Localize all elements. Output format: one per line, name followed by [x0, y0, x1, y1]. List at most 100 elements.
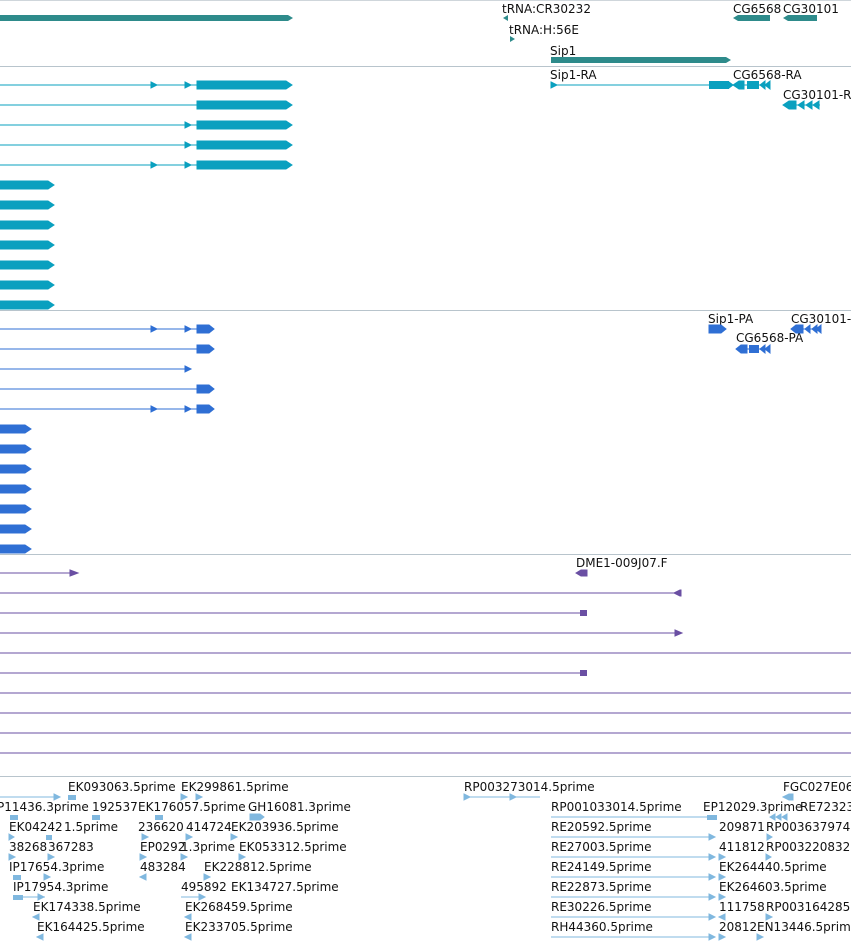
est-row[interactable]: [0, 569, 80, 577]
protein-sip1-pa[interactable]: [708, 324, 727, 334]
protein-short[interactable]: [0, 484, 32, 494]
mrna-label-cg30101-r[interactable]: CG30101-R: [783, 88, 851, 102]
cdna-label[interactable]: EK04242: [9, 820, 63, 834]
transcript-short[interactable]: [0, 280, 55, 290]
protein-row[interactable]: [0, 365, 193, 373]
cdna-label[interactable]: RE27003.5prime: [551, 840, 652, 854]
cdna-label[interactable]: 1.5prime: [64, 820, 119, 834]
cdna-label[interactable]: EK203936.5prime: [231, 820, 339, 834]
cdna-label[interactable]: 495892: [181, 880, 227, 894]
est-row[interactable]: [0, 610, 587, 616]
cdna-label[interactable]: EK176057.5prime: [138, 800, 246, 814]
gene-label-cg6568[interactable]: CG6568: [733, 2, 782, 16]
protein-features[interactable]: [0, 323, 822, 554]
protein-label-sip1-pa[interactable]: Sip1-PA: [708, 312, 754, 326]
protein-cg30101[interactable]: [790, 323, 822, 335]
cdna-label[interactable]: EK299861.5prime: [181, 780, 289, 794]
gene-label-cg30101[interactable]: CG30101: [783, 2, 839, 16]
mrna-features[interactable]: [0, 79, 820, 310]
cdna-label[interactable]: EK228812.5prime: [204, 860, 312, 874]
transcript-row[interactable]: [0, 160, 293, 170]
cdna-label[interactable]: RE72323: [800, 800, 851, 814]
cdna-label[interactable]: 192537: [92, 800, 138, 814]
protein-cg6568-pa[interactable]: [735, 343, 771, 355]
cdna-label[interactable]: RP001033014.5prime: [551, 800, 682, 814]
protein-short[interactable]: [0, 464, 32, 474]
est-label-dme1-009j07f[interactable]: DME1-009J07.F: [576, 556, 668, 570]
protein-short[interactable]: [0, 524, 32, 534]
gene-label-sip1[interactable]: Sip1: [550, 44, 577, 58]
gene-label-trna-h56e[interactable]: tRNA:H:56E: [509, 23, 579, 37]
transcript-short[interactable]: [0, 200, 55, 210]
protein-label-cg6568-pa[interactable]: CG6568-PA: [736, 331, 804, 345]
cdna-label[interactable]: FGC027E06: [783, 780, 851, 794]
gene-feature-cg30101[interactable]: [783, 15, 817, 21]
est-row[interactable]: [0, 629, 684, 637]
est-features[interactable]: [0, 569, 851, 754]
cdna-label[interactable]: 209871: [719, 820, 765, 834]
cdna-label[interactable]: RE24149.5prime: [551, 860, 652, 874]
cdna-label[interactable]: 20812: [719, 920, 758, 934]
protein-short[interactable]: [0, 424, 32, 434]
cdna-label[interactable]: EK093063.5prime: [68, 780, 176, 794]
cdna-label[interactable]: 236620: [138, 820, 184, 834]
cdna-label[interactable]: 483284: [140, 860, 186, 874]
cdna-label[interactable]: 367283: [48, 840, 94, 854]
est-row[interactable]: [0, 589, 682, 597]
cdna-label[interactable]: P11436.3prime: [0, 800, 89, 814]
gene-feature-trna-h56e[interactable]: [510, 36, 515, 42]
cdna-label[interactable]: EK174338.5prime: [33, 900, 141, 914]
transcript-row[interactable]: [0, 140, 293, 150]
protein-row[interactable]: [0, 344, 215, 354]
cdna-label[interactable]: 414724: [186, 820, 232, 834]
cdna-label[interactable]: GH16081.3prime: [248, 800, 351, 814]
cdna-label[interactable]: EK264603.5prime: [719, 880, 827, 894]
cdna-label[interactable]: EP0292: [140, 840, 186, 854]
gene-feature-trna-cr30232[interactable]: [503, 15, 508, 21]
cdna-label[interactable]: EK164425.5prime: [37, 920, 145, 934]
transcript-row[interactable]: [0, 100, 293, 110]
protein-row[interactable]: [0, 324, 215, 334]
cdna-label[interactable]: EK264440.5prime: [719, 860, 827, 874]
cdna-label[interactable]: 411812: [719, 840, 765, 854]
cdna-label[interactable]: RP003220832: [766, 840, 851, 854]
transcript-short[interactable]: [0, 180, 55, 190]
cdna-features[interactable]: [0, 793, 794, 941]
est-row[interactable]: [0, 670, 587, 676]
cdna-label[interactable]: RH44360.5prime: [551, 920, 653, 934]
transcript-cg30101-r[interactable]: [782, 100, 820, 110]
protein-short[interactable]: [0, 544, 32, 554]
cdna-label[interactable]: 1.3prime: [181, 840, 236, 854]
protein-short[interactable]: [0, 444, 32, 454]
transcript-short[interactable]: [0, 300, 55, 310]
est-dme1-009j07f[interactable]: [575, 569, 588, 577]
mrna-label-cg6568-ra[interactable]: CG6568-RA: [733, 68, 802, 82]
gene-feature-cg6568[interactable]: [733, 15, 770, 21]
gene-features[interactable]: [0, 15, 817, 63]
protein-label-cg30101[interactable]: CG30101-: [791, 312, 851, 326]
cdna-label[interactable]: RP003273014.5prime: [464, 780, 595, 794]
transcript-short[interactable]: [0, 220, 55, 230]
transcript-cg6568-ra[interactable]: [732, 79, 771, 91]
cdna-label[interactable]: EK268459.5prime: [185, 900, 293, 914]
cdna-label[interactable]: RE20592.5prime: [551, 820, 652, 834]
protein-row[interactable]: [0, 404, 215, 414]
transcript-row[interactable]: [0, 120, 293, 130]
protein-short[interactable]: [0, 504, 32, 514]
gene-label-trna-cr30232[interactable]: tRNA:CR30232: [502, 2, 591, 16]
cdna-label[interactable]: RP003637974: [766, 820, 851, 834]
cdna-label[interactable]: EK233705.5prime: [185, 920, 293, 934]
cdna-label[interactable]: IP17954.3prime: [13, 880, 109, 894]
cdna-label[interactable]: 111758: [719, 900, 765, 914]
transcript-sip1-ra[interactable]: [550, 81, 734, 89]
cdna-label[interactable]: EN13446.5prime: [757, 920, 851, 934]
cdna-label[interactable]: IP17654.3prime: [9, 860, 105, 874]
transcript-row[interactable]: [0, 80, 293, 90]
protein-row[interactable]: [0, 384, 215, 394]
gene-feature-sip1[interactable]: [551, 57, 731, 63]
cdna-label[interactable]: RE22873.5prime: [551, 880, 652, 894]
cdna-label[interactable]: 38268: [9, 840, 48, 854]
transcript-short[interactable]: [0, 260, 55, 270]
cdna-label[interactable]: EP12029.3prime: [703, 800, 803, 814]
